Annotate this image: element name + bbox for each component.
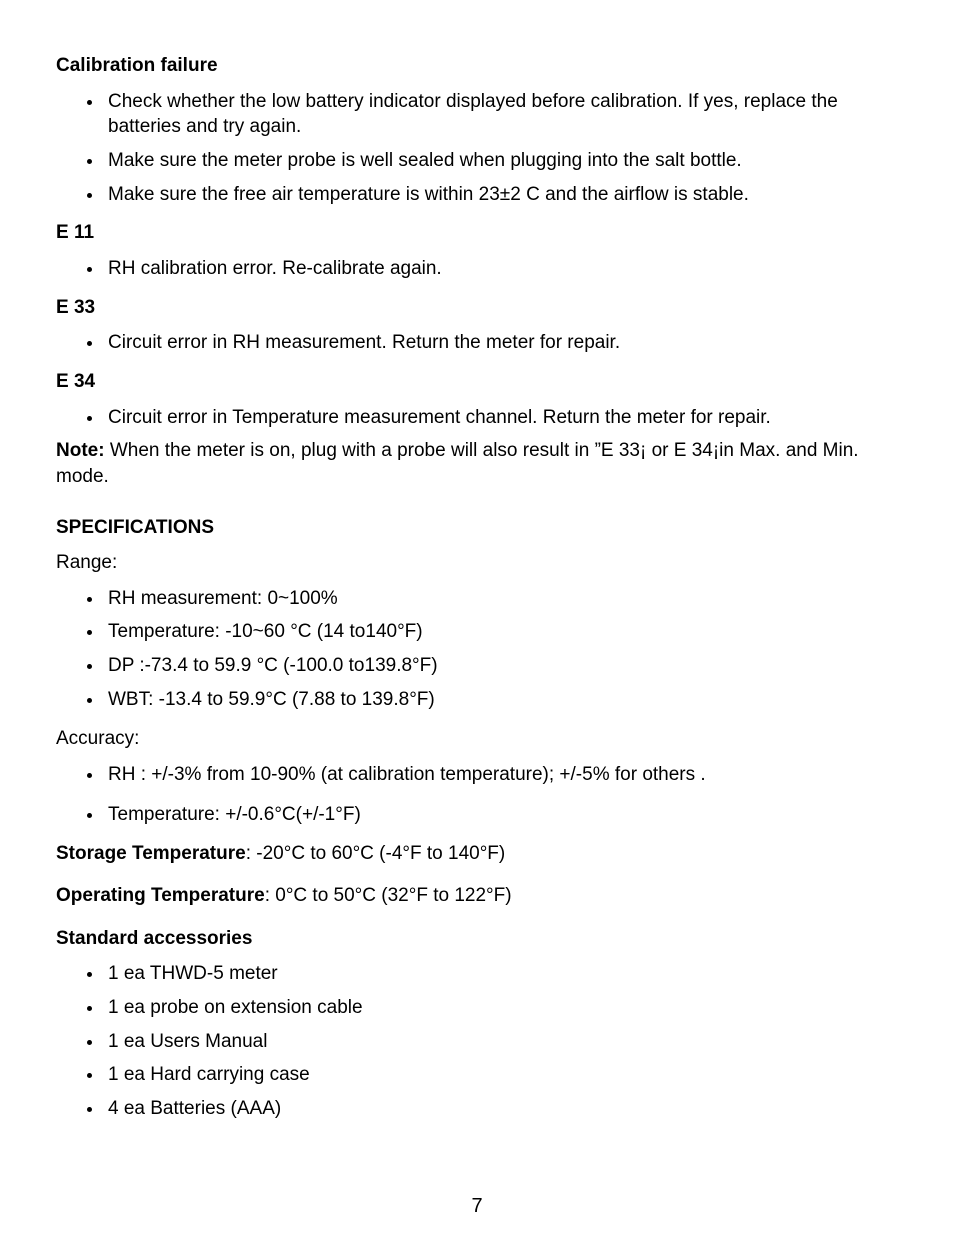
list-item: RH : +/-3% from 10-90% (at calibration t… [104, 762, 898, 788]
list-item: DP :-73.4 to 59.9 °C (-100.0 to139.8°F) [104, 653, 898, 679]
storage-temp: Storage Temperature: -20°C to 60°C (-4°F… [56, 841, 898, 867]
operating-temp: Operating Temperature: 0°C to 50°C (32°F… [56, 883, 898, 909]
heading-e33: E 33 [56, 296, 898, 321]
list-item: WBT: -13.4 to 59.9°C (7.88 to 139.8°F) [104, 687, 898, 713]
heading-calibration-failure: Calibration failure [56, 54, 898, 79]
document-page: Calibration failure Check whether the lo… [0, 0, 954, 1250]
list-e33: Circuit error in RH measurement. Return … [56, 330, 898, 356]
list-item: Temperature: -10~60 °C (14 to140°F) [104, 619, 898, 645]
list-e34: Circuit error in Temperature measurement… [56, 405, 898, 431]
list-item: 1 ea probe on extension cable [104, 995, 898, 1021]
list-item: Make sure the free air temperature is wi… [104, 182, 898, 208]
list-item: 1 ea Hard carrying case [104, 1062, 898, 1088]
list-item: 1 ea Users Manual [104, 1029, 898, 1055]
list-item: Temperature: +/-0.6°C(+/-1°F) [104, 802, 898, 828]
list-e11: RH calibration error. Re-calibrate again… [56, 256, 898, 282]
list-item: RH measurement: 0~100% [104, 586, 898, 612]
heading-specifications: SPECIFICATIONS [56, 516, 898, 541]
page-number: 7 [0, 1195, 954, 1218]
list-item: Circuit error in RH measurement. Return … [104, 330, 898, 356]
note-text: When the meter is on, plug with a probe … [56, 440, 859, 487]
list-range: RH measurement: 0~100% Temperature: -10~… [56, 586, 898, 713]
list-item: Check whether the low battery indicator … [104, 89, 898, 140]
storage-temp-text: : -20°C to 60°C (-4°F to 140°F) [246, 843, 506, 864]
list-item: RH calibration error. Re-calibrate again… [104, 256, 898, 282]
list-calibration-failure: Check whether the low battery indicator … [56, 89, 898, 208]
range-label: Range: [56, 550, 898, 576]
note-label: Note: [56, 440, 105, 461]
heading-e11: E 11 [56, 221, 898, 246]
list-accuracy: RH : +/-3% from 10-90% (at calibration t… [56, 762, 898, 827]
operating-temp-text: : 0°C to 50°C (32°F to 122°F) [265, 885, 512, 906]
note-paragraph: Note: When the meter is on, plug with a … [56, 438, 898, 489]
list-item: Circuit error in Temperature measurement… [104, 405, 898, 431]
heading-accessories: Standard accessories [56, 927, 898, 952]
list-accessories: 1 ea THWD-5 meter 1 ea probe on extensio… [56, 961, 898, 1121]
heading-e34: E 34 [56, 370, 898, 395]
storage-temp-label: Storage Temperature [56, 843, 246, 864]
list-item: 4 ea Batteries (AAA) [104, 1096, 898, 1122]
list-item: Make sure the meter probe is well sealed… [104, 148, 898, 174]
accuracy-label: Accuracy: [56, 726, 898, 752]
list-item: 1 ea THWD-5 meter [104, 961, 898, 987]
operating-temp-label: Operating Temperature [56, 885, 265, 906]
